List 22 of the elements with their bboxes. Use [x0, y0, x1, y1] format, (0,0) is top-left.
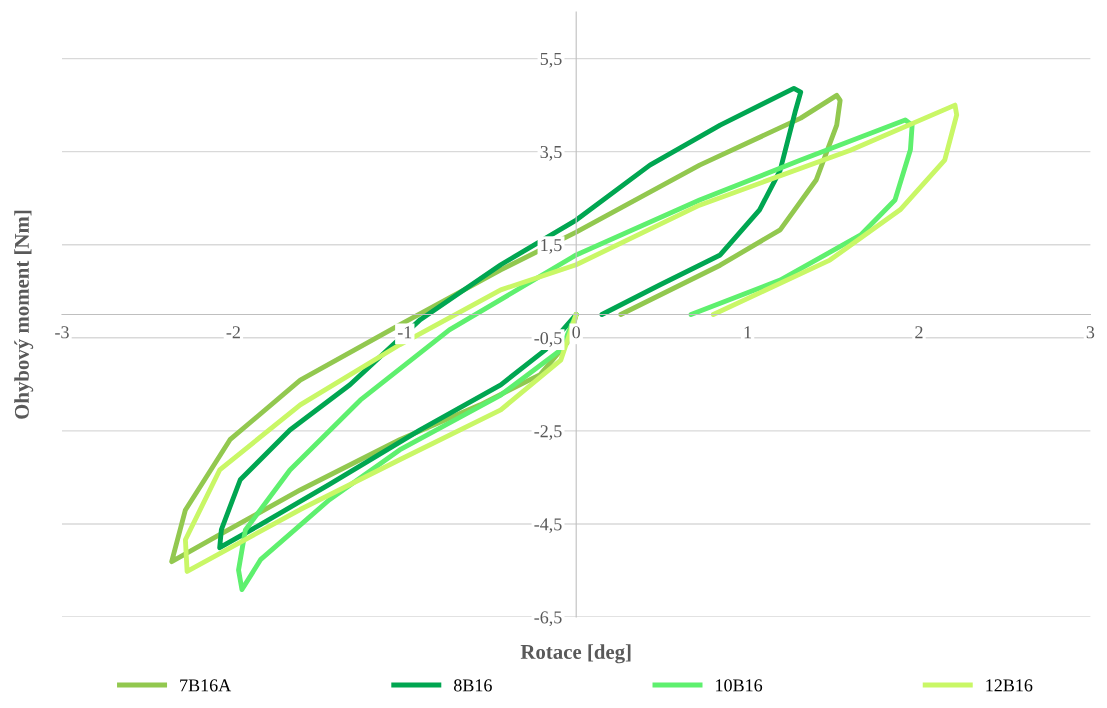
- x-axis-title: Rotace [deg]: [520, 644, 631, 664]
- x-tick-label: 0: [572, 326, 581, 339]
- y-tick-label: 1,5: [541, 239, 562, 254]
- legend-label: 8B16: [454, 679, 492, 692]
- legend-label: 10B16: [716, 679, 763, 692]
- y-tick-label: 5,5: [540, 53, 562, 68]
- x-tick-label: 3: [1086, 326, 1095, 339]
- x-tick-label: 1: [744, 326, 752, 339]
- x-tick-label: -2: [226, 326, 240, 339]
- y-tick-label: 3,5: [540, 145, 562, 161]
- x-tick-label: -3: [55, 326, 69, 339]
- x-tick-label: 2: [915, 326, 923, 339]
- y-tick-label: -6,5: [534, 611, 562, 627]
- y-tick-label: -4,5: [534, 518, 562, 533]
- line-series: [217, 85, 804, 551]
- x-tick-label: -1: [397, 326, 412, 339]
- line-series: [182, 102, 960, 574]
- legend-label: 12B16: [986, 679, 1033, 692]
- legend-label: 7B16A: [180, 679, 232, 692]
- y-tick-label: -2,5: [534, 425, 562, 440]
- y-tick-label: -0,5: [534, 332, 562, 347]
- y-axis-title: Ohybový moment [Nm]: [14, 210, 34, 419]
